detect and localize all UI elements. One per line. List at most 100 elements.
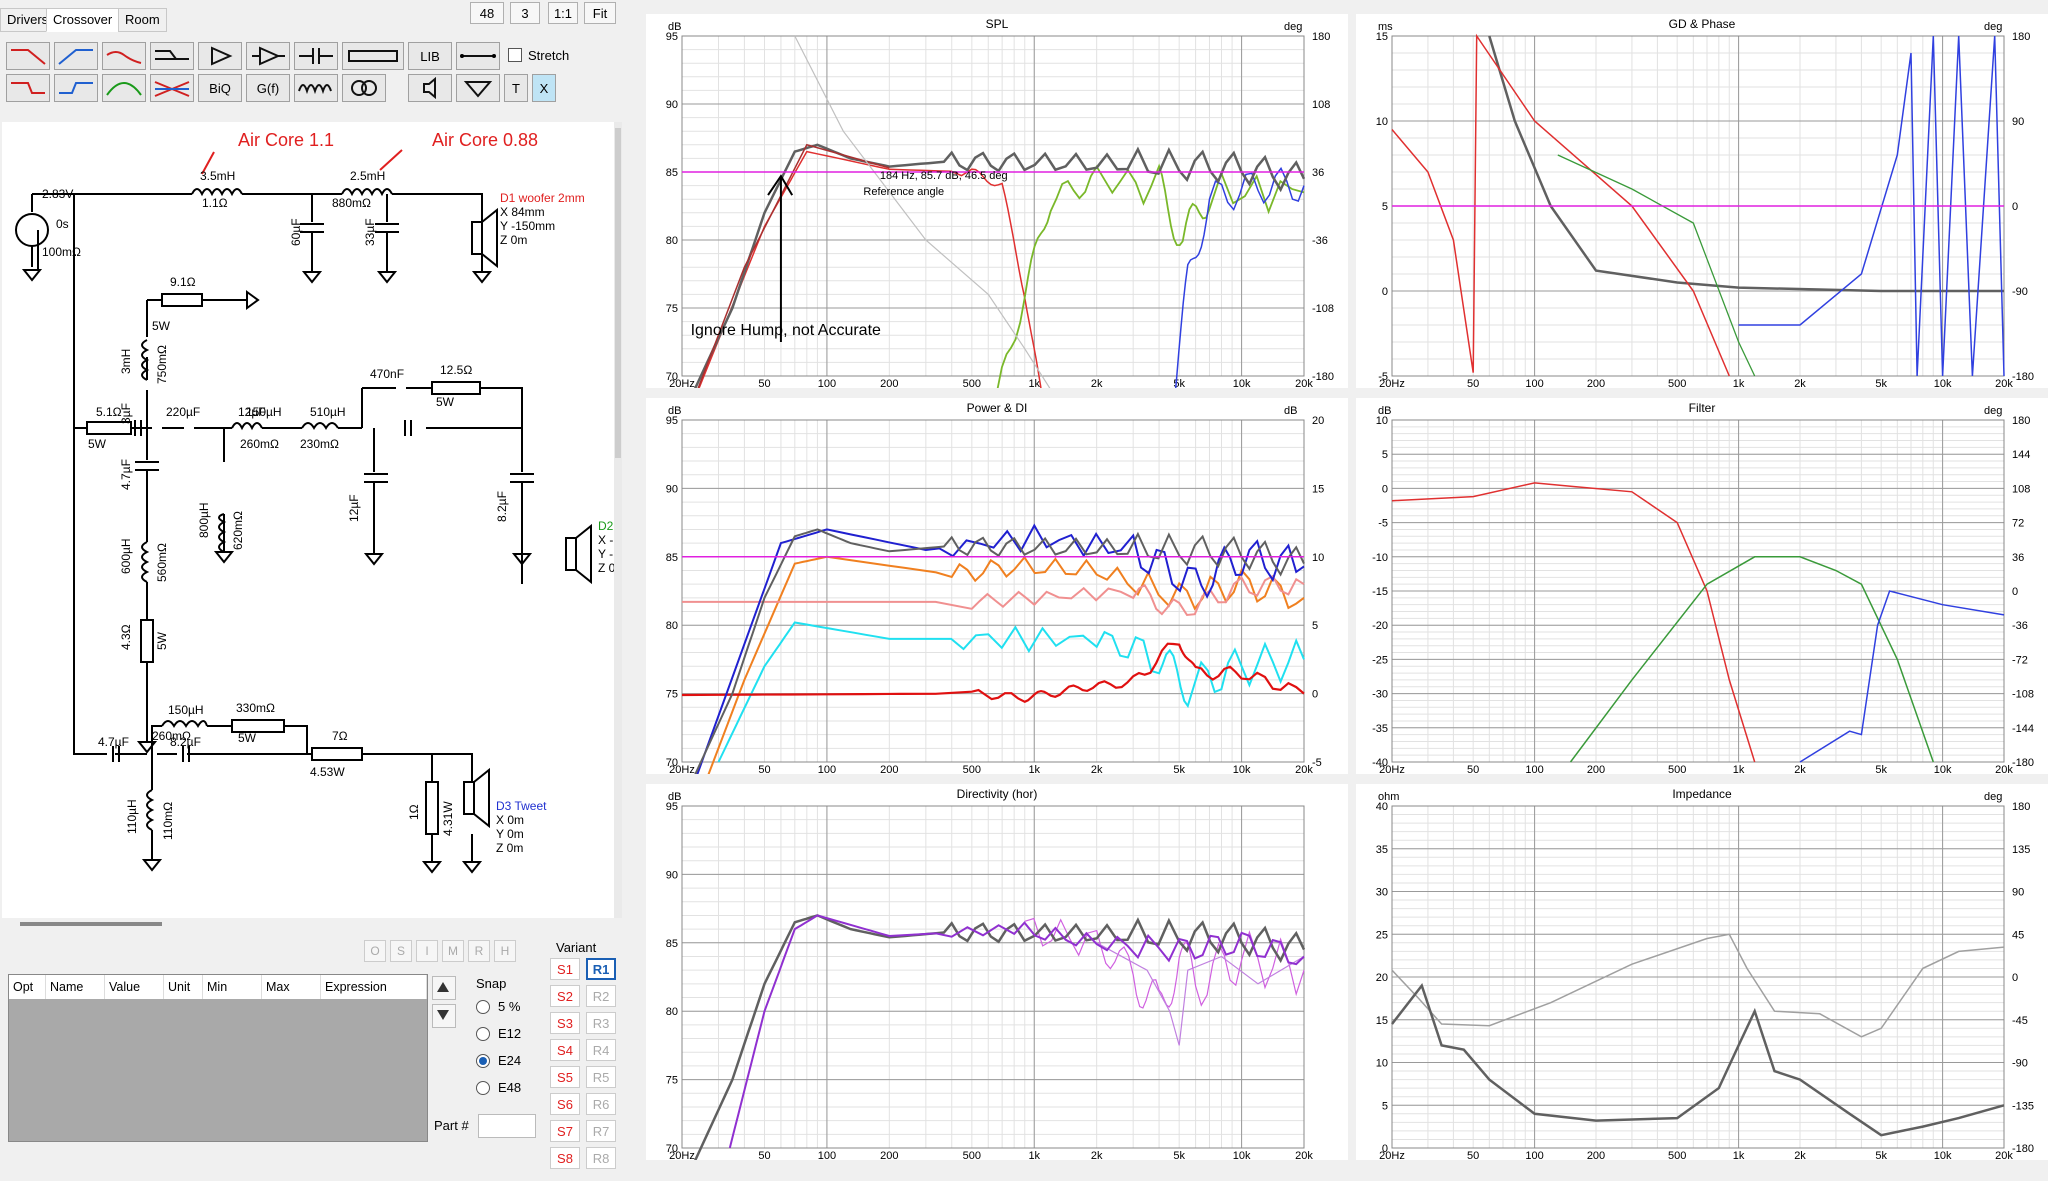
variant-s5-button[interactable]: S5 (550, 1066, 580, 1088)
variant-r3-button[interactable]: R3 (586, 1012, 616, 1034)
snap-5pct-radio[interactable] (476, 1000, 490, 1014)
l3-label: 3mH (119, 349, 133, 374)
text-button[interactable]: T (504, 74, 528, 102)
col-unit[interactable]: Unit (163, 975, 203, 999)
variant-r8-button[interactable]: R8 (586, 1147, 616, 1169)
value-48[interactable]: 48 (470, 2, 504, 24)
resistor-button[interactable] (342, 42, 404, 70)
y2-tick-label: 144 (2012, 449, 2030, 461)
variant-r6-button[interactable]: R6 (586, 1093, 616, 1115)
spl-chart-panel[interactable]: SPL dB deg 20Hz 50 100 200 500 1k 2k 5k 10k 20k 95 90 8… (646, 14, 1348, 448)
col-max[interactable]: Max (261, 975, 321, 999)
stretch-checkbox[interactable] (508, 48, 522, 62)
x-tick-label: 10k (1233, 378, 1251, 388)
y-tick-label: 75 (666, 689, 678, 701)
highpass-filter-button[interactable] (54, 42, 98, 70)
opt-button-i[interactable]: I (416, 940, 438, 962)
buffer-button[interactable] (198, 42, 242, 70)
crossover-schematic[interactable]: 2.83V 0s 100mΩ 3.5mH 1.1Ω 2.5mH 880mΩ 60… (2, 122, 622, 918)
l8r-label: 260mΩ (152, 729, 191, 743)
transformer-button[interactable] (342, 74, 386, 102)
col-opt[interactable]: Opt (9, 975, 46, 999)
variant-s1-button[interactable]: S1 (550, 958, 580, 980)
tab-crossover[interactable]: Crossover (46, 8, 120, 32)
fit-button[interactable]: Fit (584, 2, 616, 24)
snap-e24-radio[interactable] (476, 1054, 490, 1068)
move-up-button[interactable] (432, 976, 456, 1000)
l8-label: 150µH (168, 703, 204, 717)
col-min[interactable]: Min (202, 975, 262, 999)
notch-button[interactable] (150, 74, 194, 102)
lowpass-filter-button[interactable] (6, 42, 50, 70)
snap-e48-radio[interactable] (476, 1081, 490, 1095)
lib-button[interactable]: LIB (408, 42, 452, 70)
variant-r4-button[interactable]: R4 (586, 1039, 616, 1061)
directivity-chart[interactable]: Directivity (hor) dB 20Hz 50 100 200 500 1k 2k 5k… (646, 784, 1348, 1181)
value-3[interactable]: 3 (510, 2, 540, 24)
y2-tick-label: -180 (2012, 757, 2034, 769)
x-tick-label: 50 (758, 378, 770, 388)
chart-title: GD & Phase (1669, 17, 1736, 31)
variant-s8-button[interactable]: S8 (550, 1147, 580, 1169)
capacitor-button[interactable] (294, 42, 338, 70)
gd-phase-chart-panel[interactable]: GD & Phase ms deg 20Hz 50 100 200 500 1k 2k 5k 10k 2… (1356, 14, 2048, 390)
part-number-input[interactable] (478, 1114, 536, 1138)
highpass-2-button[interactable] (54, 74, 98, 102)
variant-s6-button[interactable]: S6 (550, 1093, 580, 1115)
bandpass-2-button[interactable] (102, 74, 146, 102)
directivity-chart-panel[interactable]: Directivity (hor) dB 20Hz 50 100 200 500 1k 2k 5k… (646, 784, 1348, 1181)
inductor-button[interactable] (294, 74, 338, 102)
bandpass-filter-button[interactable] (102, 42, 146, 70)
variant-s4-button[interactable]: S4 (550, 1039, 580, 1061)
y-tick-label: 10 (1376, 415, 1388, 427)
filter-chart-panel[interactable]: Filter dB deg 20Hz 50 100 200 500 1k 2k 5k 10k 20k 10… (1356, 398, 2048, 776)
wire-button[interactable] (456, 42, 500, 70)
variant-s2-button[interactable]: S2 (550, 985, 580, 1007)
shelf-filter-button[interactable] (150, 42, 194, 70)
variant-s3-button[interactable]: S3 (550, 1012, 580, 1034)
snap-e48-label: E48 (498, 1080, 522, 1095)
col-name[interactable]: Name (45, 975, 105, 999)
tweet-filter-curve (1799, 590, 2005, 763)
power-di-chart-panel[interactable]: Power & DI dB dB 20Hz 50 100 200 500 1k 2k 5k 10k 20… (646, 398, 1348, 845)
biquad-button[interactable]: BiQ (198, 74, 242, 102)
variant-r7-button[interactable]: R7 (586, 1120, 616, 1142)
ratio-button[interactable]: 1:1 (548, 2, 578, 24)
variant-s7-button[interactable]: S7 (550, 1120, 580, 1142)
opt-button-r[interactable]: R (468, 940, 490, 962)
tab-room[interactable]: Room (118, 8, 167, 32)
opt-button-s[interactable]: S (390, 940, 412, 962)
speaker-button[interactable] (408, 74, 452, 102)
woofer-filter-curve (1391, 482, 1756, 763)
delete-button[interactable]: X (532, 74, 556, 102)
x-tick-label: 10k (1233, 764, 1251, 774)
variant-r5-button[interactable]: R5 (586, 1066, 616, 1088)
variant-r2-button[interactable]: R2 (586, 985, 616, 1007)
ground-button[interactable] (456, 74, 500, 102)
gf-button[interactable]: G(f) (246, 74, 290, 102)
opt-button-h[interactable]: H (494, 940, 516, 962)
c1-label: 60µF (289, 218, 303, 246)
move-down-button[interactable] (432, 1004, 456, 1028)
variant-r1-button[interactable]: R1 (586, 958, 616, 980)
tab-drivers[interactable]: Drivers (0, 8, 56, 32)
transformer-icon (351, 80, 377, 96)
power-response-curve (681, 555, 1305, 845)
opt-button-m[interactable]: M (442, 940, 464, 962)
opamp-button[interactable] (246, 42, 290, 70)
col-value[interactable]: Value (104, 975, 164, 999)
parameter-table[interactable]: Opt Name Value Unit Min Max Expression (8, 974, 428, 1142)
snap-e12-radio[interactable] (476, 1027, 490, 1041)
lowpass-2-button[interactable] (6, 74, 50, 102)
schematic-scrollbar[interactable] (614, 122, 622, 918)
opt-button-o[interactable]: O (364, 940, 386, 962)
horizontal-scroll-thumb[interactable] (20, 922, 162, 926)
schematic-scrollbar-thumb[interactable] (615, 128, 621, 458)
col-expression[interactable]: Expression (320, 975, 427, 999)
impedance-chart-panel[interactable]: Impedance ohm deg 20Hz 50 100 200 500 1k 2k 5k 10k 2… (1356, 784, 2048, 1162)
